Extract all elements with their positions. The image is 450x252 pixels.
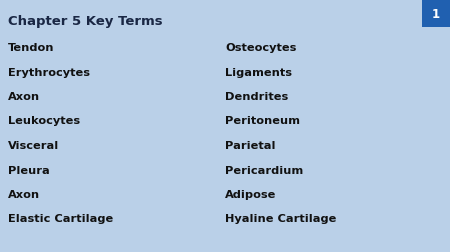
Text: Pleura: Pleura	[8, 165, 50, 175]
Text: Leukocytes: Leukocytes	[8, 116, 80, 126]
Text: Peritoneum: Peritoneum	[225, 116, 300, 126]
Text: Ligaments: Ligaments	[225, 67, 292, 77]
Text: Osteocytes: Osteocytes	[225, 43, 297, 53]
Text: Elastic Cartilage: Elastic Cartilage	[8, 214, 113, 224]
Bar	[422, 0, 450, 28]
Text: Parietal: Parietal	[225, 140, 275, 150]
Text: Erythrocytes: Erythrocytes	[8, 67, 90, 77]
Text: Hyaline Cartilage: Hyaline Cartilage	[225, 214, 337, 224]
Text: Tendon: Tendon	[8, 43, 54, 53]
Text: Axon: Axon	[8, 92, 40, 102]
Text: Adipose: Adipose	[225, 189, 276, 199]
Text: Dendrites: Dendrites	[225, 92, 288, 102]
Text: Visceral: Visceral	[8, 140, 59, 150]
Text: Axon: Axon	[8, 189, 40, 199]
Text: Pericardium: Pericardium	[225, 165, 303, 175]
Text: Chapter 5 Key Terms: Chapter 5 Key Terms	[8, 15, 162, 28]
Text: 1: 1	[432, 8, 440, 20]
